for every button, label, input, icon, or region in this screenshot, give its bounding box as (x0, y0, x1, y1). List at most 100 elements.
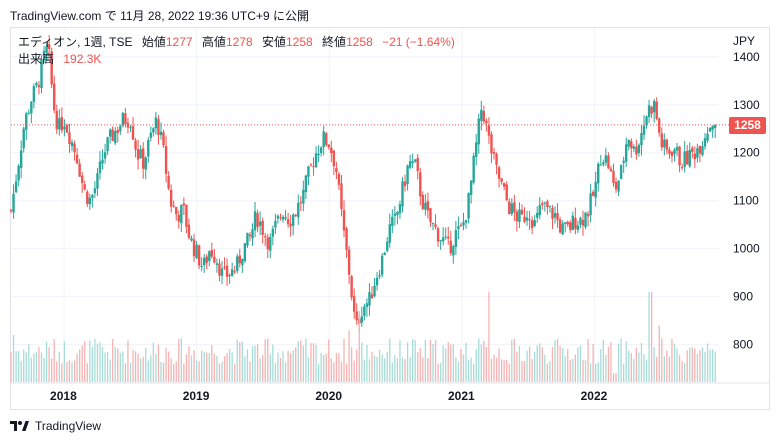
candle-body (373, 285, 376, 297)
candle-body (424, 202, 427, 210)
candle-body (55, 110, 58, 130)
candle-body (86, 191, 89, 204)
candle-body (40, 59, 43, 89)
candle-body (30, 101, 33, 114)
candle-body (307, 166, 310, 177)
low-label: 安値 (261, 35, 286, 49)
candle-body (462, 222, 465, 226)
change-value: −21 (−1.64%) (382, 35, 455, 49)
candle-body (17, 165, 20, 181)
candle-body (299, 202, 303, 204)
candle-body (50, 51, 53, 85)
candle-body (459, 224, 463, 226)
candle-body (640, 133, 643, 146)
candle-body (696, 148, 699, 158)
candle-body (236, 256, 239, 271)
candle-body (477, 118, 480, 145)
candle-body (274, 220, 277, 228)
candle-body (347, 249, 351, 275)
volume-line: 出来高 192.3K (18, 51, 455, 68)
candle-body (686, 150, 689, 165)
candle-body (574, 217, 577, 229)
candle-body (248, 234, 252, 237)
volume-label: 出来高 (18, 52, 55, 66)
candle-body (655, 101, 658, 120)
candle-body (543, 202, 547, 204)
year-tick-label: 2022 (581, 389, 608, 403)
candle-body (480, 109, 483, 121)
candle-body (624, 144, 628, 162)
candle-body (230, 269, 234, 276)
candle-body (180, 204, 183, 224)
candle-body (200, 265, 203, 267)
candle-body (431, 222, 435, 225)
candle-body (627, 139, 630, 147)
candle-body (454, 230, 458, 247)
candle-body (53, 83, 56, 111)
candle-body (698, 145, 702, 154)
candle-body (429, 208, 432, 223)
candle-body (147, 140, 150, 157)
candle-body (525, 217, 529, 221)
candle-body (37, 85, 41, 88)
candle-body (386, 241, 389, 251)
candle-body (65, 125, 69, 133)
candle-body (635, 146, 638, 155)
high-label: 高値 (201, 35, 226, 49)
candle-body (177, 215, 180, 222)
candle-body (159, 131, 163, 136)
candle-body (467, 193, 470, 219)
candle-body (701, 146, 704, 155)
price-tick-label: 1200 (733, 146, 760, 160)
candle-body (88, 197, 92, 205)
candle-body (693, 153, 697, 160)
year-tick-label: 2018 (50, 389, 77, 403)
chart-frame[interactable] (10, 27, 770, 410)
candle-body (32, 86, 36, 102)
candle-body (131, 126, 135, 140)
candle-body (609, 168, 613, 172)
candle-body (335, 168, 338, 173)
candle-body (711, 125, 714, 130)
candle-body (452, 246, 455, 256)
candle-body (688, 149, 691, 167)
candle-body (368, 292, 371, 306)
candle-body (289, 223, 292, 227)
candle-body (116, 130, 119, 133)
candle-body (25, 113, 28, 130)
candle-body (119, 126, 122, 132)
candle-body (546, 201, 549, 208)
candle-body (541, 203, 544, 206)
candle-body (35, 83, 38, 86)
candle-body (162, 132, 165, 146)
candle-body (154, 117, 158, 129)
footer-brand[interactable]: TradingView (10, 419, 101, 433)
last-price-tag: 1258 (729, 116, 766, 134)
candle-body (70, 142, 74, 147)
price-tick-label: 1400 (733, 50, 760, 64)
close-value: 1258 (346, 35, 373, 49)
candle-body (9, 210, 13, 212)
candle-body (157, 119, 160, 135)
candle-body (325, 133, 328, 145)
candle-body (398, 204, 402, 214)
candle-body (169, 189, 173, 207)
candle-body (673, 149, 676, 154)
candle-body (678, 146, 681, 166)
candle-body (619, 165, 623, 180)
candle-body (408, 161, 412, 168)
candle-body (421, 194, 425, 210)
candle-body (233, 271, 236, 273)
candle-body (597, 163, 600, 184)
candle-body (332, 150, 336, 167)
candle-body (205, 256, 208, 263)
candle-body (642, 125, 646, 135)
candle-body (294, 214, 297, 216)
candle-body (197, 245, 201, 266)
candle-body (497, 167, 501, 179)
candle-body (708, 127, 712, 132)
candle-body (218, 263, 221, 276)
candle-body (350, 276, 353, 298)
candle-body (164, 145, 168, 174)
